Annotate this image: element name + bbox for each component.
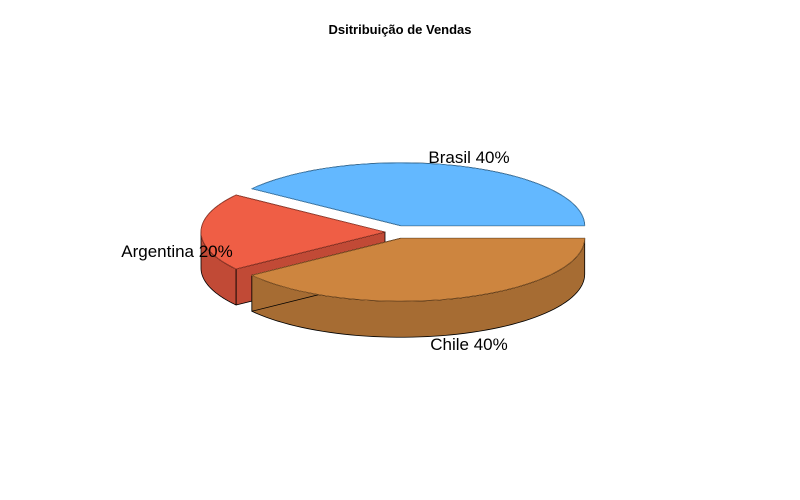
slice-label-chile: Chile 40% — [430, 335, 508, 354]
slice-label-argentina: Argentina 20% — [121, 242, 233, 261]
slice-label-brasil: Brasil 40% — [428, 148, 509, 167]
slice-rim-argentina — [200, 194, 386, 270]
pie-labels: Brasil 40% Argentina 20% Chile 40% — [121, 148, 509, 354]
chart-title: Dsitribuição de Vendas — [328, 22, 471, 37]
slice-rim-chile — [250, 237, 586, 302]
pie-slices — [200, 162, 586, 302]
slice-rim-brasil — [250, 162, 586, 227]
